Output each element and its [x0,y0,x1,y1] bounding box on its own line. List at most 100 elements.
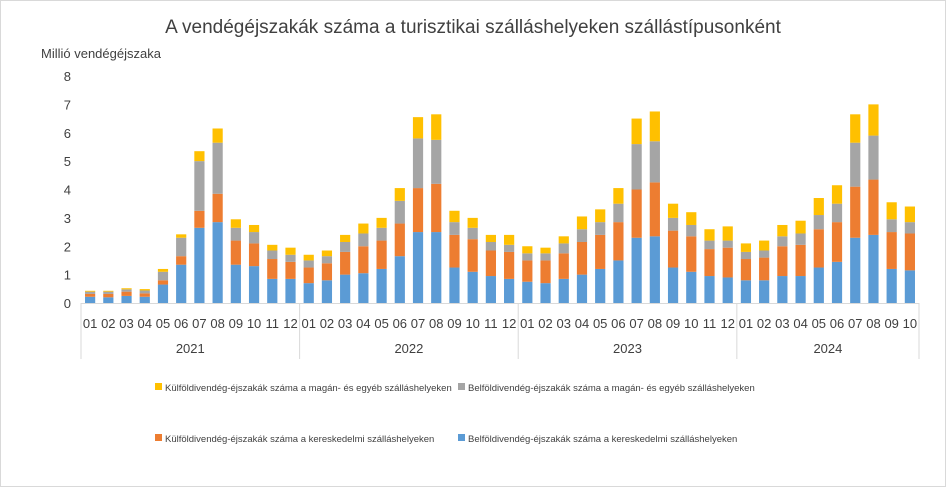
bar-segment-series-0 [358,273,369,303]
bar-segment-series-1 [194,210,205,228]
bar-segment-series-0 [813,267,824,303]
legend-swatch [458,434,465,441]
bar-segment-series-2 [667,217,679,231]
bar-segment-series-1 [431,183,442,233]
bar-segment-series-3 [358,223,369,234]
x-tick-label: 04 [356,316,370,331]
bar-segment-series-1 [121,291,132,296]
bar-segment-series-1 [813,229,824,268]
bar-segment-series-3 [394,188,405,201]
bar-segment-series-3 [759,240,770,251]
bar-segment-series-3 [886,202,897,220]
bar-segment-series-1 [540,260,551,284]
bar-segment-series-3 [376,217,387,228]
legend-swatch [155,434,162,441]
bar-segment-series-0 [394,256,405,303]
bar-segment-series-2 [868,135,879,180]
bar-segment-series-1 [157,280,169,285]
legend-swatch [155,383,162,390]
bar-segment-series-1 [704,249,715,277]
bar-segment-series-0 [886,268,897,303]
bar-segment-series-3 [722,226,733,241]
bar-segment-series-2 [759,250,770,258]
bar-segment-series-2 [904,222,915,234]
y-tick-label: 4 [64,183,71,198]
y-tick-label: 0 [64,296,71,311]
bar-segment-series-2 [686,224,697,237]
bar-segment-series-0 [576,274,588,304]
bar-segment-series-1 [212,193,223,223]
x-tick-label: 09 [447,316,461,331]
bar-segment-series-2 [285,254,296,262]
bar-segment-series-2 [358,233,369,247]
bar-segment-series-0 [376,268,387,303]
bar-segment-series-3 [139,289,150,291]
bar-segment-series-0 [194,227,205,303]
y-tick-label: 5 [64,154,71,169]
x-tick-label: 06 [174,316,188,331]
y-axis-ticks: 0 1 2 3 4 5 6 7 8 [64,69,71,311]
bar-segment-series-3 [504,234,515,245]
bar-segment-series-0 [176,264,187,303]
bar-segment-series-1 [576,241,588,275]
bar-segment-series-1 [303,267,314,284]
bar-segment-series-3 [576,216,588,230]
bar-segment-series-2 [740,251,752,260]
bar-segment-series-0 [412,232,424,303]
x-tick-label: 06 [393,316,407,331]
bar-segment-series-1 [522,260,533,282]
bar-segment-series-3 [85,290,96,292]
bar-segment-series-1 [321,263,333,281]
x-tick-label: 10 [903,316,917,331]
bar-segment-series-2 [886,219,897,233]
bar-segment-series-1 [631,189,642,238]
bar-segment-series-3 [558,236,569,244]
x-tick-label: 05 [156,316,170,331]
bar-segment-series-3 [777,224,788,237]
bar-segment-series-2 [449,222,460,235]
bar-segment-series-2 [340,241,351,252]
bar-segment-series-2 [576,229,588,242]
bar-segment-series-3 [340,234,351,242]
x-tick-label: 02 [101,316,115,331]
x-tick-label: 01 [520,316,534,331]
bar-segment-series-1 [467,239,478,272]
x-tick-label: 01 [83,316,97,331]
bars [85,104,915,304]
bar-segment-series-1 [904,233,915,271]
bar-segment-series-3 [813,198,824,216]
x-tick-label: 08 [866,316,880,331]
x-tick-label: 01 [739,316,753,331]
x-tick-label: 02 [320,316,334,331]
bar-segment-series-2 [831,203,843,223]
bar-segment-series-1 [358,246,369,274]
bar-segment-series-0 [449,267,460,303]
bar-segment-series-0 [103,297,114,303]
bar-segment-series-2 [248,232,260,244]
bar-segment-series-2 [485,241,496,251]
bar-segment-series-3 [321,250,333,257]
bar-segment-series-3 [831,185,843,204]
bar-segment-series-3 [613,188,624,204]
bar-segment-series-0 [759,280,770,303]
legend-label: Külföldivendég-éjszakák száma a magán- é… [165,383,452,394]
x-tick-label: 10 [465,316,479,331]
bar-segment-series-3 [157,268,169,272]
bar-segment-series-0 [850,237,861,303]
bar-segment-series-3 [740,243,752,252]
bar-segment-series-1 [248,243,260,267]
bar-segment-series-3 [667,203,679,218]
x-tick-label: 07 [629,316,643,331]
y-tick-label: 2 [64,239,71,254]
bar-segment-series-0 [285,278,296,303]
x-tick-label: 02 [757,316,771,331]
bar-segment-series-2 [613,203,624,223]
bar-segment-series-0 [467,271,478,303]
bar-segment-series-0 [157,284,169,303]
x-tick-label: 10 [684,316,698,331]
bar-segment-series-1 [868,179,879,235]
bar-segment-series-2 [376,227,387,241]
year-label: 2021 [176,341,205,356]
bar-segment-series-0 [485,276,496,303]
